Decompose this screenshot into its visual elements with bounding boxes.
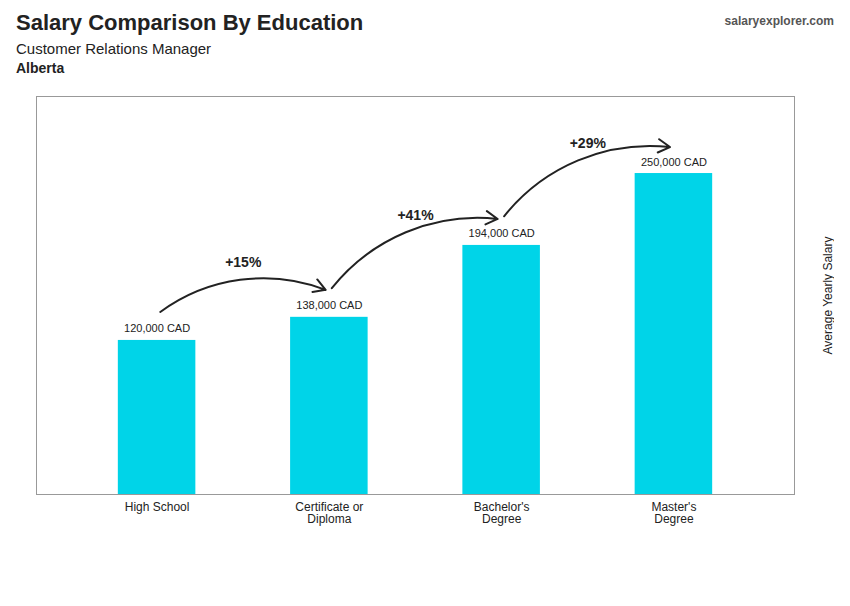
svg-text:138,000 CAD: 138,000 CAD xyxy=(296,299,362,311)
svg-text:+29%: +29% xyxy=(570,135,607,151)
svg-text:High School: High School xyxy=(125,500,190,514)
svg-text:+41%: +41% xyxy=(397,207,434,223)
html-text:Customer Relations Manager: Customer Relations Manager xyxy=(16,40,212,57)
svg-text:Master'sDegree: Master'sDegree xyxy=(651,500,696,526)
svg-text:+15%: +15% xyxy=(225,254,262,270)
svg-text:194,000 CAD: 194,000 CAD xyxy=(469,227,535,239)
html-text:Alberta: Alberta xyxy=(16,60,65,76)
svg-text:Certificate orDiploma: Certificate orDiploma xyxy=(295,500,363,526)
svg-text:120,000 CAD: 120,000 CAD xyxy=(124,322,190,334)
svg-text:250,000 CAD: 250,000 CAD xyxy=(641,156,707,168)
svg-text:Average Yearly Salary: Average Yearly Salary xyxy=(821,237,835,355)
html-text:Salary Comparison By Education: Salary Comparison By Education xyxy=(16,10,364,35)
html-text:salaryexplorer.com: salaryexplorer.com xyxy=(724,14,834,28)
svg-text:Bachelor'sDegree: Bachelor'sDegree xyxy=(474,500,530,526)
